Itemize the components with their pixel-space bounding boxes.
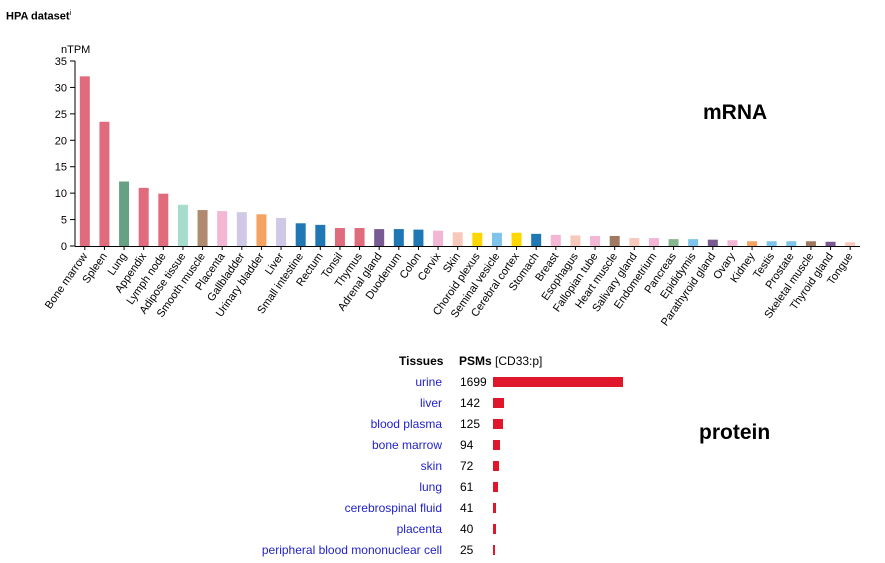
y-tick-label: 10 <box>55 188 67 200</box>
protein-header-psms: PSMs [CD33:p] <box>459 354 542 368</box>
bar[interactable] <box>413 229 424 246</box>
psm-value: 125 <box>460 417 481 431</box>
psm-bar <box>493 545 495 555</box>
tissue-link[interactable]: lung <box>419 480 442 494</box>
tissue-link[interactable]: urine <box>415 375 442 389</box>
bar[interactable] <box>197 210 208 246</box>
psm-bar <box>493 461 499 471</box>
bar[interactable] <box>747 241 758 246</box>
table-row: liver 142 <box>0 393 885 414</box>
bar[interactable] <box>491 232 502 246</box>
psm-value: 94 <box>460 438 474 452</box>
psm-value: 41 <box>460 501 474 515</box>
bar[interactable] <box>629 238 640 246</box>
bar[interactable] <box>236 212 247 246</box>
bar[interactable] <box>433 230 444 246</box>
bar[interactable] <box>531 233 542 246</box>
bar[interactable] <box>79 76 90 246</box>
table-row: blood plasma 125 <box>0 414 885 435</box>
bar[interactable] <box>374 229 385 246</box>
y-axis-label: nTPM <box>61 44 90 56</box>
y-tick-label: 25 <box>55 109 67 121</box>
bar[interactable] <box>295 223 306 246</box>
psm-bar <box>493 524 497 534</box>
tissue-link[interactable]: blood plasma <box>370 417 442 431</box>
bar[interactable] <box>550 234 561 246</box>
bar[interactable] <box>805 241 816 246</box>
psm-value: 61 <box>460 480 474 494</box>
psm-value: 72 <box>460 459 474 473</box>
bar[interactable] <box>393 229 404 246</box>
psm-bar <box>493 419 503 429</box>
bar[interactable] <box>590 235 601 246</box>
protein-header-tissues: Tissues <box>399 354 444 368</box>
bar[interactable] <box>668 239 679 246</box>
bar[interactable] <box>119 181 130 246</box>
tissue-link[interactable]: bone marrow <box>371 438 442 452</box>
bar[interactable] <box>158 193 169 246</box>
bar[interactable] <box>99 121 110 246</box>
bar[interactable] <box>452 232 463 246</box>
protein-label: protein <box>699 421 771 444</box>
bar[interactable] <box>727 240 738 246</box>
bar[interactable] <box>570 235 581 246</box>
y-tick-label: 30 <box>55 82 67 94</box>
y-tick-label: 35 <box>55 56 67 68</box>
bar[interactable] <box>472 232 483 246</box>
table-row: lung 61 <box>0 477 885 498</box>
psms-label: PSMs <box>459 354 492 368</box>
psm-bar <box>493 377 623 387</box>
tissue-link[interactable]: liver <box>419 396 442 410</box>
y-tick-label: 0 <box>61 241 67 253</box>
title-text: HPA dataset <box>6 10 70 23</box>
tissue-link[interactable]: cerebrospinal fluid <box>344 501 442 515</box>
info-icon[interactable]: i <box>69 10 72 17</box>
bar[interactable] <box>217 211 228 246</box>
bar[interactable] <box>845 242 856 246</box>
bar[interactable] <box>511 232 522 246</box>
bar[interactable] <box>786 241 797 246</box>
psm-bar <box>493 398 504 408</box>
tissue-link[interactable]: peripheral blood mononuclear cell <box>261 543 442 557</box>
table-row: peripheral blood mononuclear cell 25 <box>0 540 885 561</box>
bar[interactable] <box>766 241 777 246</box>
tissue-link[interactable]: skin <box>420 459 442 473</box>
bar[interactable] <box>825 241 836 246</box>
psm-bar <box>493 440 501 450</box>
bar[interactable] <box>256 214 267 246</box>
table-row: placenta 40 <box>0 519 885 540</box>
bar[interactable] <box>354 228 365 246</box>
bar[interactable] <box>707 239 718 246</box>
table-row: urine 1699 <box>0 372 885 393</box>
psm-value: 25 <box>460 543 474 557</box>
psm-value: 1699 <box>460 375 487 389</box>
psm-value: 142 <box>460 396 481 410</box>
bar[interactable] <box>648 238 659 246</box>
bar[interactable] <box>177 204 188 246</box>
y-tick-label: 5 <box>61 215 67 227</box>
psms-suffix: [CD33:p] <box>495 354 543 368</box>
psm-value: 40 <box>460 522 474 536</box>
table-row: skin 72 <box>0 456 885 477</box>
bar[interactable] <box>688 239 699 246</box>
table-row: bone marrow 94 <box>0 435 885 456</box>
bar[interactable] <box>276 217 287 246</box>
bar[interactable] <box>315 224 326 246</box>
bar[interactable] <box>609 235 620 246</box>
tissue-link[interactable]: placenta <box>396 522 442 536</box>
psm-bar <box>493 503 497 513</box>
bar[interactable] <box>138 187 149 246</box>
bar[interactable] <box>334 228 345 246</box>
chart-title: HPA dataseti <box>6 10 71 23</box>
y-tick-label: 15 <box>55 162 67 174</box>
mrna-label: mRNA <box>703 101 768 124</box>
table-row: cerebrospinal fluid 41 <box>0 498 885 519</box>
psm-bar <box>493 482 498 492</box>
y-tick-label: 20 <box>55 135 67 147</box>
